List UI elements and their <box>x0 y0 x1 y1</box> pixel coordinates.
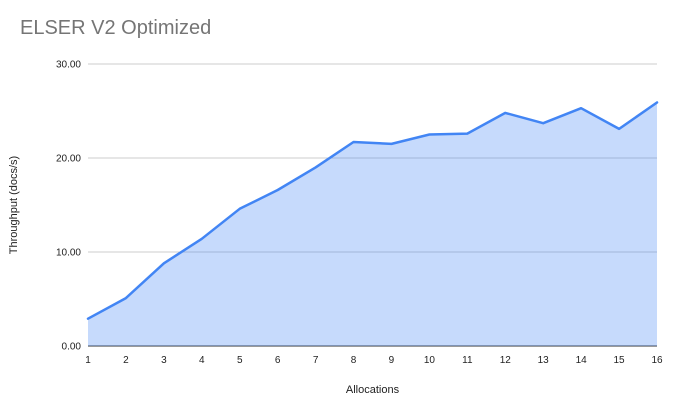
y-tick-label: 30.00 <box>56 60 81 71</box>
x-axis-title: Allocations <box>345 384 400 396</box>
x-tick-label: 11 <box>462 355 473 366</box>
x-tick-label: 9 <box>389 355 395 366</box>
x-tick-label: 6 <box>275 355 281 366</box>
x-tick-label: 3 <box>161 355 167 366</box>
x-tick-label: 1 <box>85 355 91 366</box>
x-tick-label: 10 <box>424 355 436 366</box>
x-tick-label: 7 <box>313 355 319 366</box>
y-tick-label: 0.00 <box>62 342 82 353</box>
x-tick-label: 16 <box>651 355 663 366</box>
x-tick-label: 14 <box>576 355 588 366</box>
y-tick-label: 20.00 <box>56 154 81 165</box>
area-fill <box>88 102 657 346</box>
x-tick-label: 2 <box>123 355 129 366</box>
y-tick-label: 10.00 <box>56 248 81 259</box>
x-tick-label: 13 <box>538 355 550 366</box>
x-tick-label: 5 <box>237 355 243 366</box>
x-tick-label: 12 <box>500 355 512 366</box>
x-tick-label: 15 <box>614 355 626 366</box>
x-tick-label: 8 <box>351 355 357 366</box>
x-tick-label: 4 <box>199 355 205 366</box>
series-line <box>86 101 659 320</box>
chart-title: ELSER V2 Optimized <box>20 17 212 39</box>
